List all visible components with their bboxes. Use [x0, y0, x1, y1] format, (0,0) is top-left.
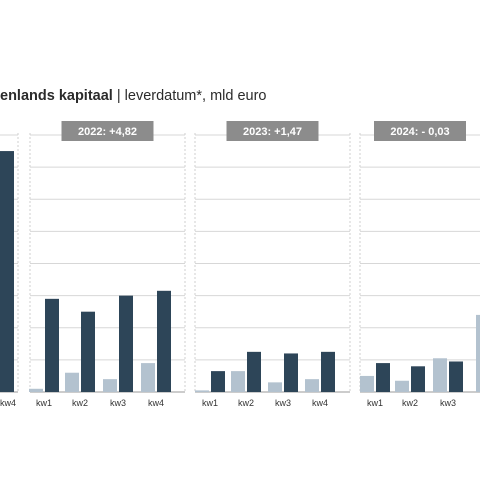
bar-dark: [211, 371, 225, 392]
bar-dark: [157, 290, 171, 392]
bar-light: [395, 380, 409, 392]
bar-dark: [247, 351, 261, 392]
tick-label: kw2: [238, 398, 254, 408]
bar-light: [360, 375, 374, 392]
bar-dark: [376, 363, 390, 392]
panel-label-badge: [374, 121, 466, 141]
bar-light: [231, 371, 245, 392]
bar-dark: [81, 311, 95, 392]
panel-label-badge: [226, 121, 319, 141]
chart-title-separator: |: [112, 88, 125, 104]
bar-light: [433, 358, 447, 392]
tick-label: kw4: [148, 398, 164, 408]
panel-label-badge: [61, 121, 154, 141]
chart-title-bold: enlands kapitaal: [0, 88, 113, 104]
tick-label: kw4: [312, 398, 328, 408]
bar-light: [476, 314, 480, 392]
bar-light: [268, 382, 282, 392]
panel-label: 2022: +4,82: [78, 126, 137, 138]
tick-label: kw2: [72, 398, 88, 408]
bar-light: [305, 379, 319, 392]
bar-light: [29, 388, 43, 392]
bar-dark: [321, 351, 335, 392]
bar-light: [65, 372, 79, 392]
bar-dark: [45, 298, 59, 392]
bar-dark: [284, 353, 298, 392]
bar-dark: [119, 295, 133, 392]
bar-light: [141, 363, 155, 392]
tick-label: kw3: [275, 398, 291, 408]
tick-label: kw1: [36, 398, 52, 408]
bar-dark: [411, 366, 425, 392]
bar-light: [195, 390, 209, 392]
bar-dark: [449, 361, 463, 392]
chart-title: enlands kapitaal | leverdatum*, mld euro: [0, 88, 267, 104]
chart-title-rest: leverdatum*, mld euro: [124, 88, 267, 104]
bar-light: [103, 379, 117, 392]
panel-label: 2024: - 0,03: [390, 126, 449, 138]
panel-label: 2023: +1,47: [243, 126, 302, 138]
tick-label: kw3: [440, 398, 456, 408]
tick-label: kw4: [0, 398, 16, 408]
bar-dark: [0, 151, 14, 392]
tick-label: kw3: [110, 398, 126, 408]
tick-label: kw1: [202, 398, 218, 408]
tick-label: kw2: [402, 398, 418, 408]
tick-label: kw1: [367, 398, 383, 408]
